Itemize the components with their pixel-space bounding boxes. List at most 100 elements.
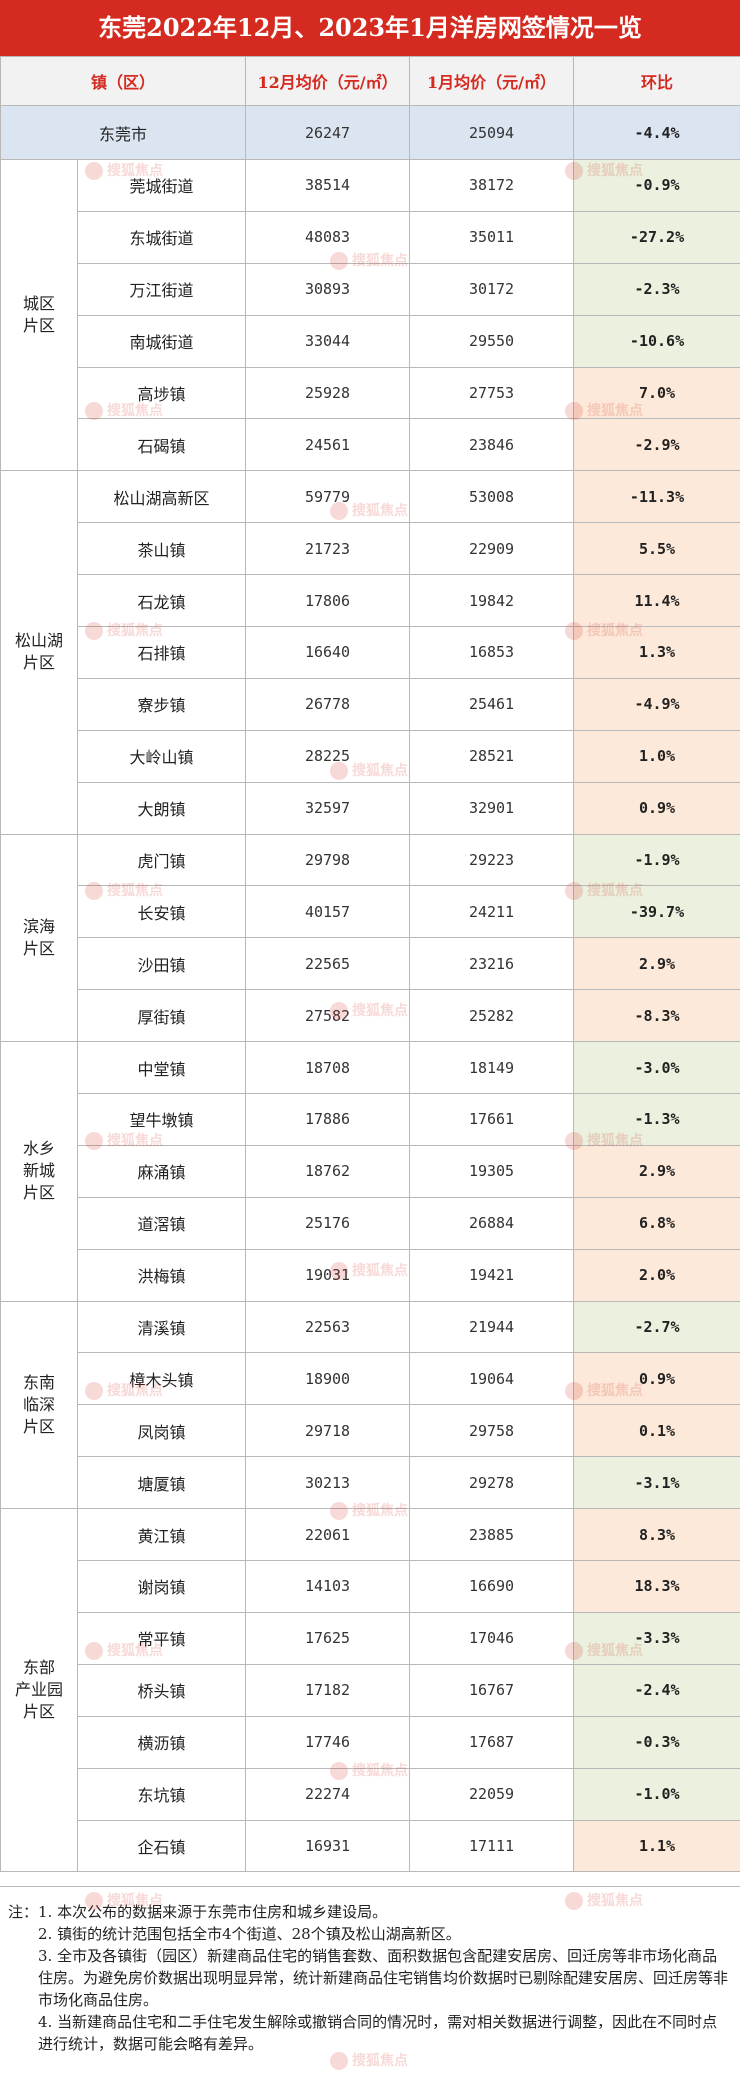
change-value: -2.7% <box>573 1300 740 1354</box>
change-value: -27.2% <box>573 210 740 264</box>
city-jan: 25094 <box>409 105 575 160</box>
district-name: 滨海 片区 <box>0 833 78 1043</box>
town-name: 长安镇 <box>76 885 247 939</box>
table-row: 企石镇 16931 17111 1.1% <box>1 1819 740 1873</box>
jan-price: 22059 <box>409 1767 575 1821</box>
table-row: 麻涌镇 18762 19305 2.9% <box>1 1144 740 1198</box>
table-row: 石碣镇 24561 23846 -2.9% <box>1 418 740 472</box>
city-dec: 26247 <box>245 105 411 160</box>
town-name: 道滘镇 <box>76 1196 247 1250</box>
table-row: 东坑镇 22274 22059 -1.0% <box>1 1767 740 1821</box>
dec-price: 28225 <box>245 729 411 783</box>
dec-price: 30213 <box>245 1456 411 1510</box>
dec-price: 18762 <box>245 1144 411 1198</box>
table-row: 樟木头镇 18900 19064 0.9% <box>1 1352 740 1406</box>
header-town: 镇（区） <box>0 56 247 106</box>
dec-price: 21723 <box>245 522 411 576</box>
change-value: -8.3% <box>573 989 740 1043</box>
dec-price: 17746 <box>245 1715 411 1769</box>
town-name: 沙田镇 <box>76 937 247 991</box>
jan-price: 25282 <box>409 989 575 1043</box>
dec-price: 29718 <box>245 1404 411 1458</box>
town-name: 常平镇 <box>76 1611 247 1665</box>
jan-price: 16690 <box>409 1560 575 1613</box>
header-dec: 12月均价（元/㎡） <box>245 56 411 106</box>
dec-price: 25176 <box>245 1196 411 1250</box>
town-name: 万江街道 <box>76 262 247 316</box>
change-value: 0.1% <box>573 1404 740 1458</box>
jan-price: 21944 <box>409 1300 575 1354</box>
town-name: 寮步镇 <box>76 677 247 731</box>
town-name: 横沥镇 <box>76 1715 247 1769</box>
jan-price: 29550 <box>409 314 575 368</box>
table-row: 松山湖 片区 松山湖高新区 59779 53008 -11.3% <box>0 470 740 835</box>
jan-price: 17111 <box>409 1819 575 1873</box>
dec-price: 18900 <box>245 1352 411 1406</box>
town-name: 石龙镇 <box>76 574 247 628</box>
table-row: 高埗镇 25928 27753 7.0% <box>1 366 740 420</box>
town-name: 东城街道 <box>76 210 247 264</box>
table-row: 厚街镇 27582 25282 -8.3% <box>1 989 740 1043</box>
jan-price: 23885 <box>409 1508 575 1562</box>
table-row: 桥头镇 17182 16767 -2.4% <box>1 1663 740 1717</box>
change-value: 5.5% <box>573 522 740 576</box>
jan-price: 23846 <box>409 418 575 472</box>
dec-price: 59779 <box>245 470 411 524</box>
dec-price: 30893 <box>245 262 411 316</box>
town-name: 麻涌镇 <box>76 1144 247 1198</box>
jan-price: 19305 <box>409 1144 575 1198</box>
dec-price: 17886 <box>245 1093 411 1146</box>
table-row: 凤岗镇 29718 29758 0.1% <box>1 1404 740 1458</box>
table-row: 道滘镇 25176 26884 6.8% <box>1 1196 740 1250</box>
dec-price: 27582 <box>245 989 411 1043</box>
jan-price: 17046 <box>409 1611 575 1665</box>
town-name: 大岭山镇 <box>76 729 247 783</box>
change-value: -1.9% <box>573 833 740 887</box>
town-name: 厚街镇 <box>76 989 247 1043</box>
dec-price: 16931 <box>245 1819 411 1873</box>
town-name: 茶山镇 <box>76 522 247 576</box>
town-name: 清溪镇 <box>76 1300 247 1354</box>
jan-price: 19842 <box>409 574 575 628</box>
town-name: 松山湖高新区 <box>76 470 247 524</box>
table-row: 望牛墩镇 17886 17661 -1.3% <box>1 1093 740 1146</box>
change-value: 0.9% <box>573 781 740 835</box>
table-row: 塘厦镇 30213 29278 -3.1% <box>1 1456 740 1510</box>
jan-price: 25461 <box>409 677 575 731</box>
change-value: 2.9% <box>573 1144 740 1198</box>
change-value: 11.4% <box>573 574 740 628</box>
dec-price: 22563 <box>245 1300 411 1354</box>
note-4: 4. 当新建商品住宅和二手住宅发生解除或撤销合同的情况时，需对相关数据进行调整，… <box>38 2013 718 2053</box>
district-name: 松山湖 片区 <box>0 470 78 835</box>
town-name: 望牛墩镇 <box>76 1093 247 1146</box>
jan-price: 38172 <box>409 159 575 212</box>
table-row: 城区 片区 莞城街道 38514 38172 -0.9% <box>0 158 740 472</box>
change-value: 2.9% <box>573 937 740 991</box>
change-value: -11.3% <box>573 470 740 524</box>
table-row: 水乡 新城 片区 中堂镇 18708 18149 -3.0% <box>0 1041 740 1302</box>
table-row: 东南 临深 片区 清溪镇 22563 21944 -2.7% <box>0 1300 740 1510</box>
town-name: 洪梅镇 <box>76 1248 247 1302</box>
jan-price: 24211 <box>409 885 575 939</box>
dec-price: 19031 <box>245 1248 411 1302</box>
table-row: 洪梅镇 19031 19421 2.0% <box>1 1248 740 1302</box>
dec-price: 22274 <box>245 1767 411 1821</box>
table-row: 大朗镇 32597 32901 0.9% <box>1 781 740 835</box>
jan-price: 26884 <box>409 1196 575 1250</box>
jan-price: 29278 <box>409 1456 575 1510</box>
town-name: 东坑镇 <box>76 1767 247 1821</box>
jan-price: 22909 <box>409 522 575 576</box>
change-value: 6.8% <box>573 1196 740 1250</box>
jan-price: 17687 <box>409 1715 575 1769</box>
table-row: 万江街道 30893 30172 -2.3% <box>1 262 740 316</box>
town-name: 谢岗镇 <box>76 1560 247 1613</box>
district-name: 城区 片区 <box>0 158 78 472</box>
dec-price: 17625 <box>245 1611 411 1665</box>
table-row: 寮步镇 26778 25461 -4.9% <box>1 677 740 731</box>
dec-price: 16640 <box>245 626 411 679</box>
jan-price: 18149 <box>409 1041 575 1095</box>
table-row: 石排镇 16640 16853 1.3% <box>1 626 740 679</box>
table-row: 常平镇 17625 17046 -3.3% <box>1 1611 740 1665</box>
town-name: 石碣镇 <box>76 418 247 472</box>
notes: 注：1. 本次公布的数据来源于东莞市住房和城乡建设局。 2. 镇街的统计范围包括… <box>0 1886 740 2091</box>
